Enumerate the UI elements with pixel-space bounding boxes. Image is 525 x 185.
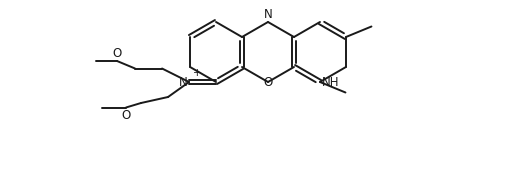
Text: O: O <box>112 47 122 60</box>
Text: O: O <box>264 75 272 88</box>
Text: +: + <box>193 68 202 78</box>
Text: NH: NH <box>322 75 340 88</box>
Text: N: N <box>264 8 272 21</box>
Text: O: O <box>121 108 131 122</box>
Text: N: N <box>180 75 188 88</box>
